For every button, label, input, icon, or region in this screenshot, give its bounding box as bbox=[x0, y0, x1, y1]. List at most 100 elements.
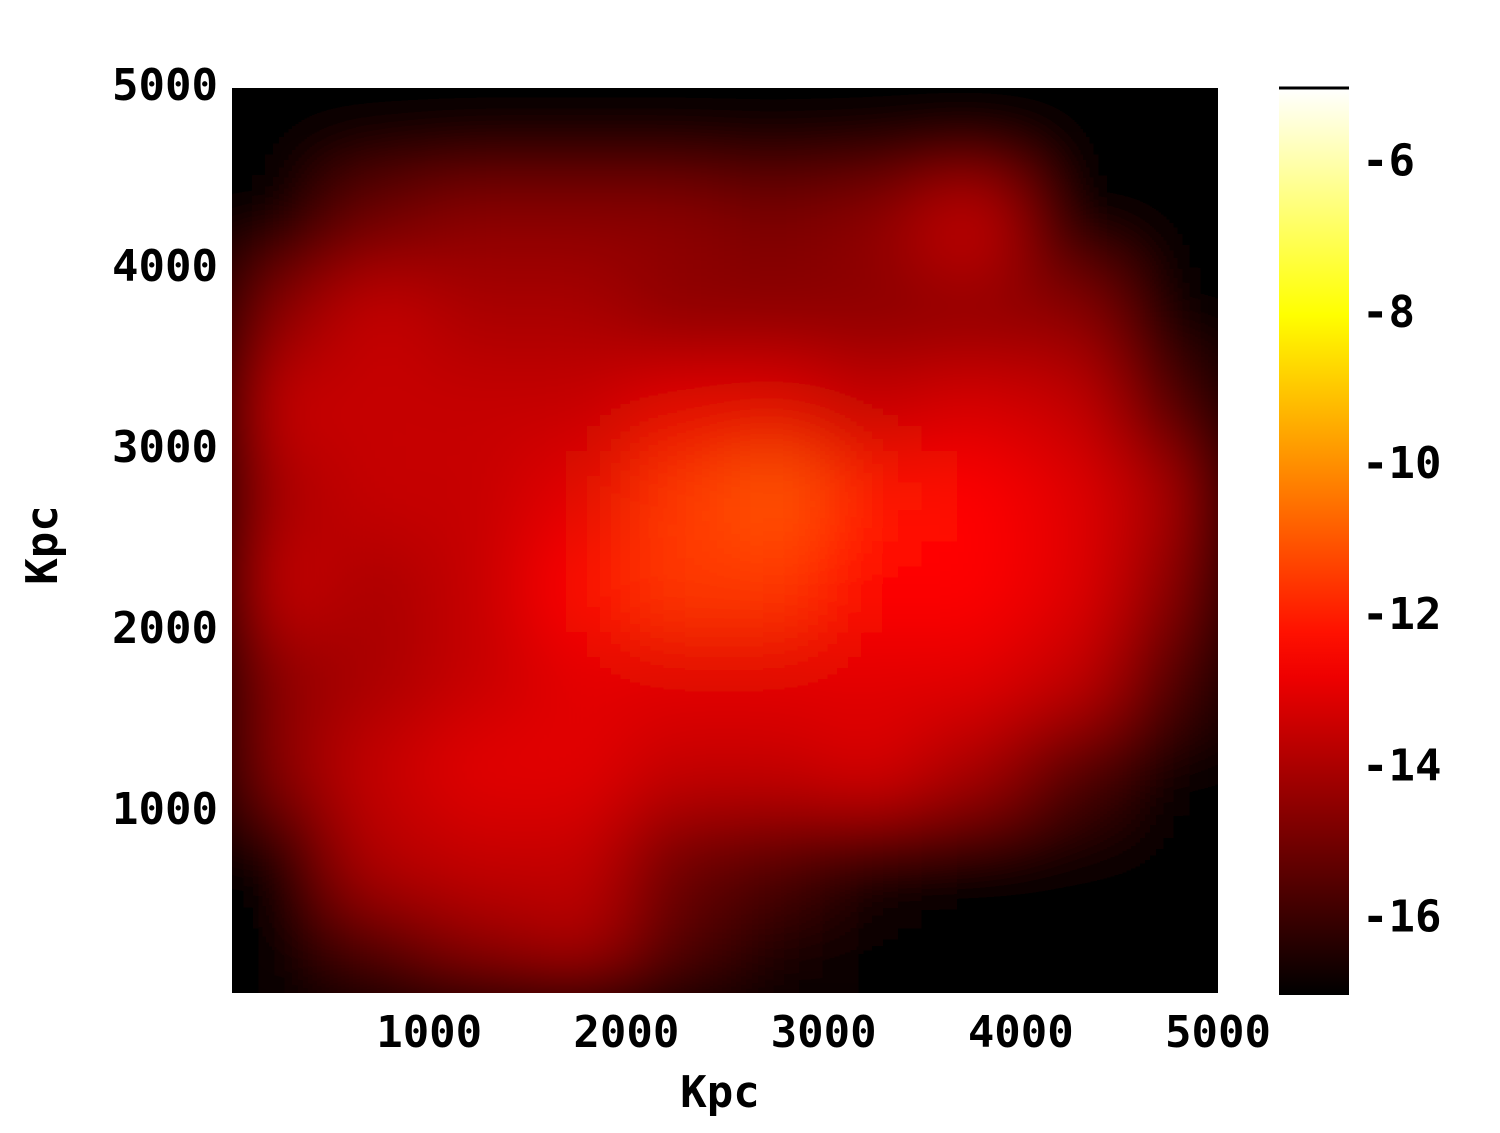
heat-cell bbox=[329, 88, 431, 180]
heat-cell bbox=[724, 449, 825, 542]
heat-cell bbox=[526, 88, 628, 180]
heat-cell bbox=[329, 268, 431, 361]
x-tick-label: 2000 bbox=[573, 1007, 679, 1058]
heat-cell bbox=[724, 358, 825, 451]
heat-cell bbox=[329, 901, 431, 993]
heat-cell bbox=[921, 630, 1022, 723]
heat-cell bbox=[921, 539, 1022, 632]
heat-cell bbox=[1019, 539, 1121, 632]
heat-cell bbox=[232, 88, 332, 180]
heat-cell bbox=[921, 358, 1022, 451]
heat-cell bbox=[724, 88, 825, 180]
heat-cell bbox=[1019, 268, 1121, 361]
colorbar-tick-label: -6 bbox=[1362, 136, 1415, 187]
heat-cell bbox=[329, 177, 431, 270]
heat-cell bbox=[1019, 720, 1121, 813]
heat-cell bbox=[1118, 449, 1218, 542]
x-tick-label: 5000 bbox=[1165, 1007, 1271, 1058]
heat-cell bbox=[428, 449, 529, 542]
y-tick-label: 4000 bbox=[112, 241, 218, 292]
heat-cell bbox=[526, 630, 628, 723]
heat-cell bbox=[921, 811, 1022, 904]
heat-cell bbox=[428, 539, 529, 632]
heat-cell bbox=[1118, 630, 1218, 723]
heat-cell bbox=[724, 630, 825, 723]
heat-cell bbox=[428, 811, 529, 904]
heat-cell bbox=[724, 811, 825, 904]
colorbar-tick-label: -10 bbox=[1362, 438, 1441, 489]
heat-cell bbox=[1118, 177, 1218, 270]
heat-cell bbox=[1019, 630, 1121, 723]
colorbar bbox=[1279, 88, 1349, 995]
heat-cell bbox=[1118, 720, 1218, 813]
colorbar-tick-label: -8 bbox=[1362, 287, 1415, 338]
heat-cell bbox=[1019, 449, 1121, 542]
heat-cell bbox=[724, 268, 825, 361]
heat-cell bbox=[1118, 358, 1218, 451]
heat-cell bbox=[232, 720, 332, 813]
heat-cell bbox=[1118, 539, 1218, 632]
heat-cell bbox=[526, 539, 628, 632]
heat-cell bbox=[1118, 901, 1218, 993]
heat-cell bbox=[1118, 268, 1218, 361]
heat-cell bbox=[232, 358, 332, 451]
heat-cell bbox=[526, 177, 628, 270]
colorbar-tick-label: -14 bbox=[1362, 740, 1441, 791]
heat-cell bbox=[625, 268, 726, 361]
heat-cell bbox=[428, 177, 529, 270]
heat-cell bbox=[526, 811, 628, 904]
heat-cell bbox=[822, 811, 924, 904]
heat-cell bbox=[921, 449, 1022, 542]
heat-cell bbox=[822, 358, 924, 451]
y-tick-label: 3000 bbox=[112, 422, 218, 473]
heat-cell bbox=[822, 630, 924, 723]
heat-cell bbox=[526, 901, 628, 993]
heat-cell bbox=[921, 268, 1022, 361]
heat-cell bbox=[625, 901, 726, 993]
heat-cell bbox=[428, 88, 529, 180]
heat-cell bbox=[232, 449, 332, 542]
heat-cell bbox=[526, 720, 628, 813]
x-tick-label: 1000 bbox=[376, 1007, 482, 1058]
heat-cell bbox=[1019, 901, 1121, 993]
heat-cell bbox=[822, 449, 924, 542]
heat-cell bbox=[625, 177, 726, 270]
heat-cell bbox=[232, 539, 332, 632]
heat-cell bbox=[329, 539, 431, 632]
x-axis-label: Kpc bbox=[680, 1067, 759, 1118]
y-axis-label: Kpc bbox=[17, 505, 68, 584]
y-tick-label: 5000 bbox=[112, 60, 218, 111]
heat-cell bbox=[625, 630, 726, 723]
heat-cell bbox=[329, 630, 431, 723]
colorbar-tick-label: -16 bbox=[1362, 891, 1441, 942]
heat-cell bbox=[329, 720, 431, 813]
heat-cell bbox=[724, 539, 825, 632]
heat-cell bbox=[1019, 358, 1121, 451]
heat-cell bbox=[232, 811, 332, 904]
heat-cell bbox=[724, 177, 825, 270]
heat-cell bbox=[921, 88, 1022, 180]
heat-cell bbox=[625, 539, 726, 632]
heat-cell bbox=[625, 88, 726, 180]
heat-cell bbox=[822, 88, 924, 180]
heat-cell bbox=[1118, 811, 1218, 904]
heat-cell bbox=[232, 630, 332, 723]
heat-cell bbox=[526, 358, 628, 451]
heat-cell bbox=[1019, 811, 1121, 904]
heat-cell bbox=[625, 449, 726, 542]
x-tick-label: 3000 bbox=[771, 1007, 877, 1058]
heat-cell bbox=[921, 901, 1022, 993]
heat-cell bbox=[232, 268, 332, 361]
heat-cell bbox=[428, 268, 529, 361]
heat-cell bbox=[625, 358, 726, 451]
heat-cell bbox=[724, 901, 825, 993]
colorbar-tick-label: -12 bbox=[1362, 589, 1441, 640]
heat-cell bbox=[625, 720, 726, 813]
heatmap bbox=[232, 88, 1218, 993]
heat-cell bbox=[526, 268, 628, 361]
heat-cell bbox=[232, 901, 332, 993]
heat-cell bbox=[329, 358, 431, 451]
heat-cell bbox=[232, 177, 332, 270]
heat-cell bbox=[526, 449, 628, 542]
